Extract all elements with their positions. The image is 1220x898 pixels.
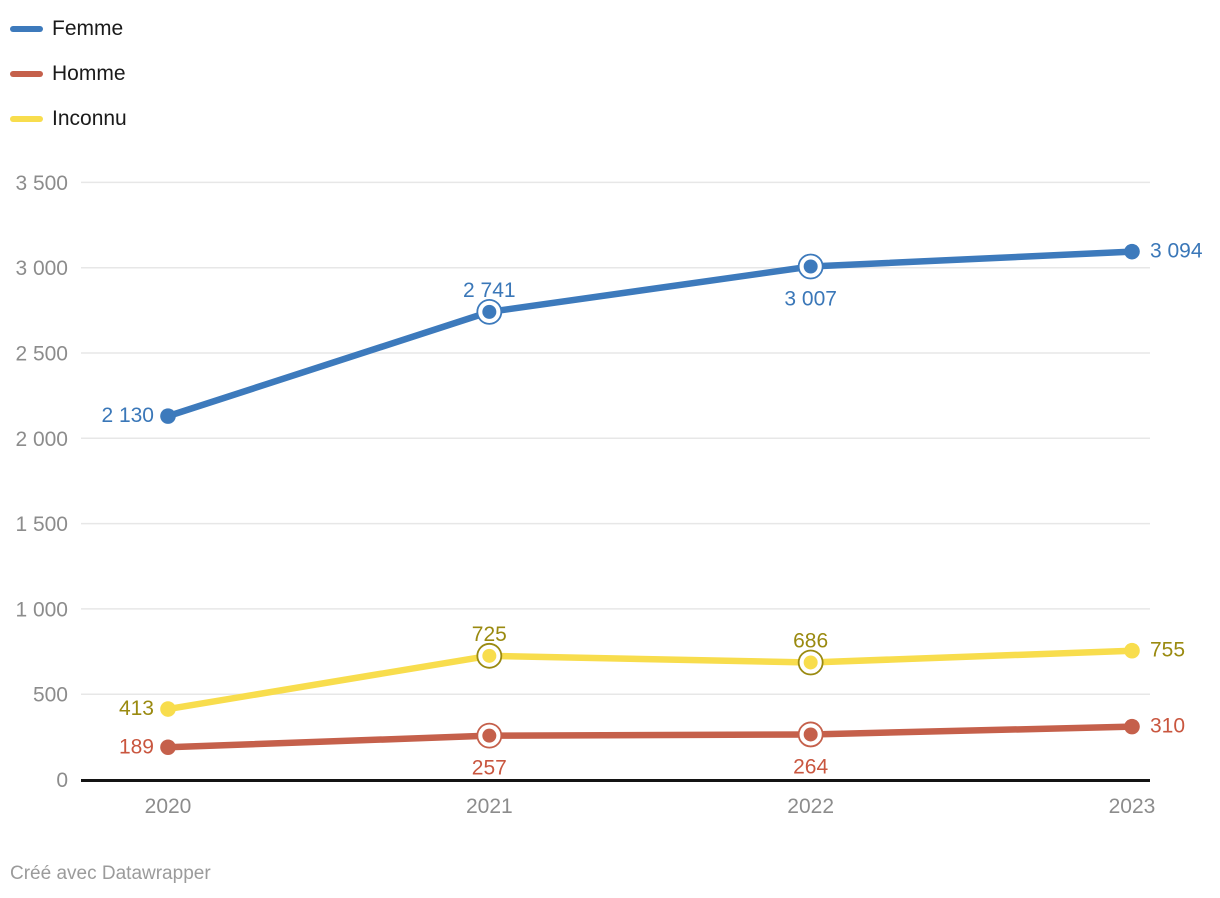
value-label-inconnu-2023: 755 [1150,639,1185,662]
legend-item-inconnu: Inconnu [10,107,127,131]
value-label-femme-2021: 2 741 [463,279,516,302]
legend-item-femme: Femme [10,17,127,41]
value-label-inconnu-2022: 686 [793,629,828,652]
point-homme-2023[interactable] [1124,718,1140,735]
point-homme-2020[interactable] [160,739,176,756]
y-tick-label-2000: 2 000 [15,428,68,451]
series-line-femme [164,248,1136,420]
value-label-homme-2020: 189 [119,735,154,758]
x-tick-label-2023: 2023 [1109,795,1156,818]
point-homme-2021-ring [476,722,503,749]
x-tick-label-2022: 2022 [787,795,834,818]
series-line-homme [164,723,1136,751]
point-inconnu-2023[interactable] [1124,642,1140,659]
line-chart: 0 500 1 000 1 500 2 000 2 500 3 000 3 500 2020 20… [15,172,1203,818]
legend-label-homme: Homme [52,62,126,85]
point-femme-2020[interactable] [160,408,176,424]
point-inconnu-2022[interactable] [803,655,818,670]
point-homme-2021[interactable] [482,728,497,743]
y-tick-label-3000: 3 000 [15,257,68,280]
x-tick-label-2020: 2020 [145,795,192,818]
point-femme-2021[interactable] [482,304,497,319]
point-femme-2022-ring [797,253,824,280]
point-homme-2022-ring [797,721,824,748]
y-tick-label-2500: 2 500 [15,343,68,366]
point-inconnu-2021-ring [476,642,503,669]
legend-swatch-inconnu [10,116,43,122]
value-label-femme-2022: 3 007 [784,288,837,311]
y-tick-label-3500: 3 500 [15,172,68,195]
value-label-homme-2023: 310 [1150,715,1185,738]
value-label-homme-2021: 257 [472,757,507,780]
point-homme-2022[interactable] [803,727,818,742]
point-inconnu-2021[interactable] [482,648,497,663]
point-femme-2021-ring [476,298,503,325]
value-label-femme-2023: 3 094 [1150,240,1203,263]
point-inconnu-2020[interactable] [160,701,176,717]
value-label-inconnu-2021: 725 [472,623,507,646]
legend-label-femme: Femme [52,17,124,40]
attribution-text: Créé avec Datawrapper [10,863,211,884]
value-label-femme-2020: 2 130 [101,404,154,427]
value-label-inconnu-2020: 413 [119,697,154,720]
legend-swatch-femme [10,26,43,32]
y-tick-label-0: 0 [56,769,68,792]
point-femme-2023[interactable] [1124,243,1140,260]
legend-item-homme: Homme [10,62,127,86]
y-tick-label-500: 500 [33,684,68,707]
value-label-homme-2022: 264 [793,755,828,778]
x-tick-label-2021: 2021 [466,795,513,818]
point-femme-2022[interactable] [803,259,818,274]
y-tick-label-1000: 1 000 [15,598,68,621]
y-tick-label-1500: 1 500 [15,513,68,536]
legend: Femme Homme Inconnu [10,17,127,131]
point-inconnu-2022-ring [797,649,824,676]
legend-swatch-homme [10,71,43,77]
series-line-inconnu [164,647,1136,713]
legend-label-inconnu: Inconnu [52,107,127,130]
